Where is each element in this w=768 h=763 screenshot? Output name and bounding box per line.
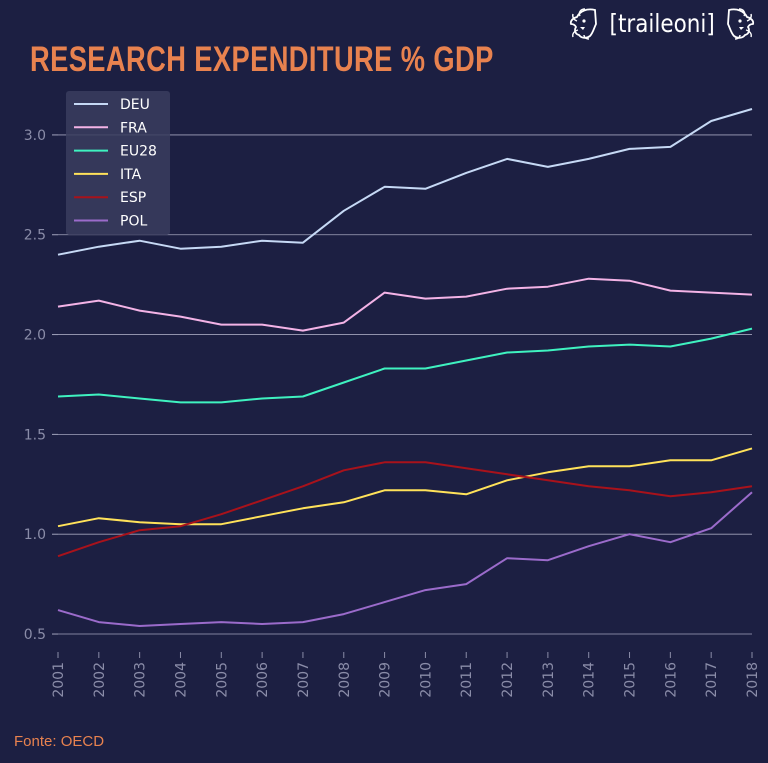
y-axis-ticks: 0.5 1.0 1.5 2.0 2.5 3.0 (24, 128, 58, 643)
x-tick-label: 2015 (623, 662, 639, 698)
series-line-ita (57, 447, 753, 528)
x-tick-label: 2004 (173, 662, 189, 698)
y-tick-label: 0.5 (24, 627, 46, 643)
x-tick-label: 2009 (378, 662, 394, 698)
legend-label: EU28 (120, 144, 157, 160)
x-tick-label: 2007 (296, 662, 312, 698)
x-tick-label: 2014 (582, 662, 598, 698)
legend-label: ITA (120, 167, 142, 183)
x-tick-label: 2012 (500, 662, 516, 698)
legend-label: ESP (120, 190, 146, 206)
lion-head-icon (569, 8, 597, 40)
x-tick-label: 2006 (255, 662, 271, 698)
y-tick-label: 3.0 (24, 128, 46, 144)
x-tick-label: 2013 (541, 662, 557, 698)
source-note: Fonte: OECD (14, 733, 105, 750)
brand-logo: [traileoni] (568, 6, 756, 40)
x-tick-label: 2002 (92, 662, 108, 698)
x-tick-label: 2008 (337, 662, 353, 698)
lion-head-icon (727, 8, 755, 40)
series-lines (57, 108, 753, 627)
y-tick-label: 1.0 (24, 527, 46, 543)
series-line-fra (57, 277, 753, 332)
series-line-esp (57, 461, 753, 558)
legend-box (66, 91, 170, 235)
y-tick-label: 2.5 (24, 228, 46, 244)
x-tick-label: 2011 (459, 662, 475, 698)
y-tick-label: 2.0 (24, 328, 46, 344)
grid-lines (58, 134, 752, 635)
chart-legend: DEU FRA EU28 ITA ESP POL (66, 91, 170, 235)
x-tick-label: 2017 (704, 662, 720, 698)
series-line-eu28 (57, 327, 753, 404)
brand-name: [traileoni] (609, 8, 715, 38)
x-tick-label: 2016 (663, 662, 679, 698)
x-tick-label: 2010 (418, 662, 434, 698)
x-tick-label: 2005 (214, 662, 230, 698)
series-line-pol (57, 491, 753, 627)
legend-label: FRA (120, 120, 147, 136)
chart-title: RESEARCH EXPENDITURE % GDP (30, 40, 494, 79)
x-tick-label: 2018 (745, 662, 761, 698)
legend-label: POL (120, 214, 147, 230)
x-tick-label: 2003 (133, 662, 149, 698)
y-tick-label: 1.5 (24, 427, 46, 443)
x-tick-label: 2001 (51, 662, 67, 698)
legend-label: DEU (120, 97, 150, 113)
x-axis-ticks: 2001 2002 2003 2004 2005 2006 2007 2008 2009 2010… (51, 652, 761, 698)
series-line-deu (57, 108, 753, 256)
